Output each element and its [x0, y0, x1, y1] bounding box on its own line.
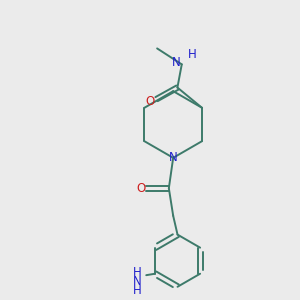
- Text: N: N: [133, 275, 142, 288]
- Text: N: N: [172, 56, 181, 69]
- Text: O: O: [136, 182, 146, 195]
- Text: O: O: [146, 95, 155, 108]
- Text: N: N: [169, 151, 178, 164]
- Text: H: H: [133, 284, 142, 297]
- Text: H: H: [133, 266, 142, 279]
- Text: H: H: [188, 48, 196, 61]
